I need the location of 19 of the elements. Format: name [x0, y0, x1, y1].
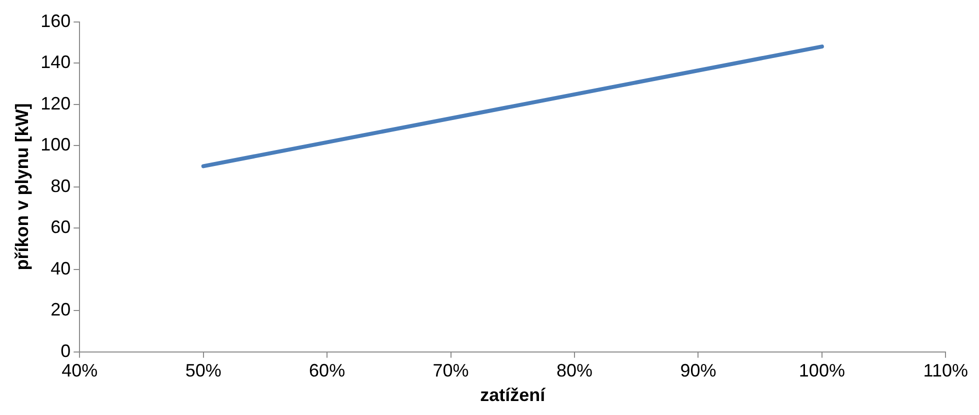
- x-tick-label: 80%: [556, 360, 593, 381]
- x-tick-label: 90%: [680, 360, 716, 381]
- y-tick-label: 100: [40, 134, 71, 155]
- x-tick-label: 50%: [185, 360, 222, 381]
- y-tick-label: 140: [40, 52, 71, 72]
- y-tick-label: 120: [40, 93, 71, 114]
- y-tick-label: 80: [50, 176, 71, 196]
- y-axis-title: příkon v plynu [kW]: [12, 103, 32, 270]
- y-tick-label: 40: [50, 258, 71, 278]
- y-tick-label: 20: [50, 300, 71, 320]
- x-tick-label: 40%: [62, 360, 98, 381]
- x-tick-label: 70%: [432, 360, 469, 381]
- y-tick-label: 60: [50, 217, 71, 238]
- x-tick-label: 110%: [923, 360, 968, 381]
- y-tick-label: 160: [40, 10, 71, 31]
- x-axis-title: zatížení: [480, 385, 546, 406]
- x-tick-label: 100%: [798, 360, 845, 381]
- y-tick-label: 0: [60, 340, 71, 361]
- x-tick-label: 60%: [309, 360, 346, 381]
